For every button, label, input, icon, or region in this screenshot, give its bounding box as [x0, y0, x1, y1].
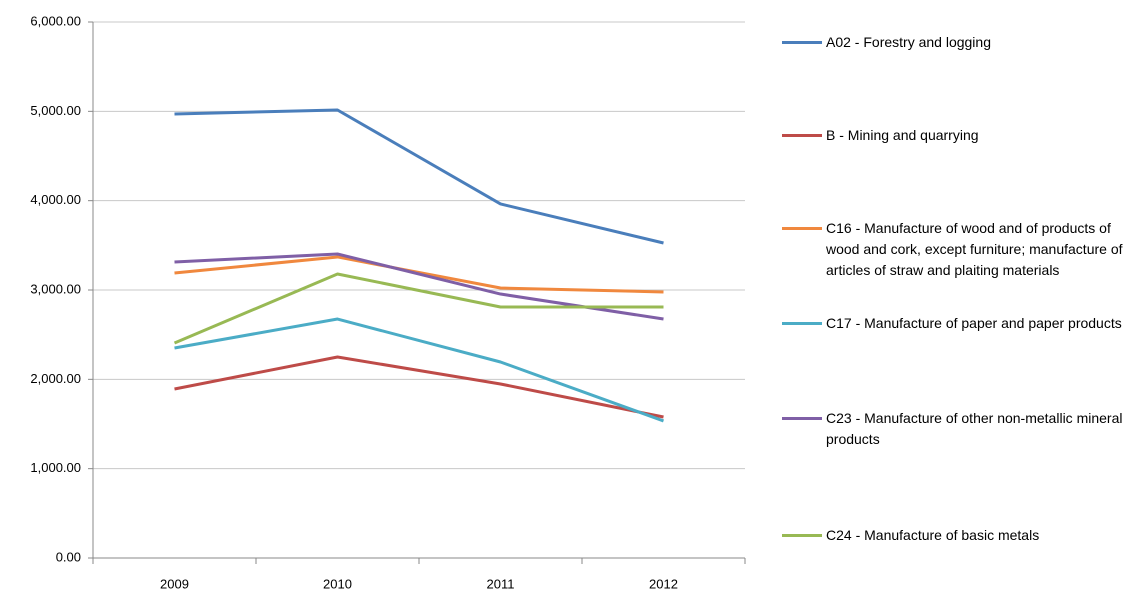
y-tick-label: 4,000.00 [30, 192, 81, 207]
x-tick-label: 2009 [160, 576, 189, 591]
legend-label: C17 - Manufacture of paper and paper pro… [826, 315, 1122, 331]
legend-item: C24 - Manufacture of basic metals [782, 525, 1138, 546]
legend-item: B - Mining and quarrying [782, 125, 1138, 146]
x-tick-label: 2011 [487, 576, 515, 591]
series-line [174, 355, 664, 419]
legend-label: C16 - Manufacture of wood and of product… [826, 220, 1123, 278]
series-line [174, 108, 664, 245]
series-line [173, 272, 664, 345]
series-line [174, 252, 664, 321]
legend-item: A02 - Forestry and logging [782, 32, 1138, 53]
legend-swatch [782, 322, 822, 325]
x-tick-label: 2012 [649, 576, 678, 591]
legend-swatch [782, 134, 822, 137]
legend-label: A02 - Forestry and logging [826, 34, 991, 50]
y-tick-label: 3,000.00 [30, 281, 81, 296]
legend-label: C24 - Manufacture of basic metals [826, 527, 1040, 543]
y-tick-label: 6,000.00 [30, 13, 81, 28]
legend-swatch [782, 417, 822, 420]
y-tick-label: 1,000.00 [30, 460, 81, 475]
series-line [174, 317, 665, 423]
legend-label: C23 - Manufacture of other non-metallic … [826, 410, 1123, 447]
y-tick-label: 5,000.00 [30, 103, 81, 118]
y-tick-label: 0.00 [56, 549, 81, 564]
legend-swatch [782, 227, 822, 230]
legend-item: C17 - Manufacture of paper and paper pro… [782, 313, 1138, 334]
legend-label: B - Mining and quarrying [826, 127, 979, 143]
legend-item: C16 - Manufacture of wood and of product… [782, 218, 1138, 281]
legend-swatch [782, 41, 822, 44]
x-tick-label: 2010 [323, 576, 352, 591]
legend-swatch [782, 534, 822, 537]
legend-item: C23 - Manufacture of other non-metallic … [782, 408, 1138, 450]
y-tick-label: 2,000.00 [30, 371, 81, 386]
